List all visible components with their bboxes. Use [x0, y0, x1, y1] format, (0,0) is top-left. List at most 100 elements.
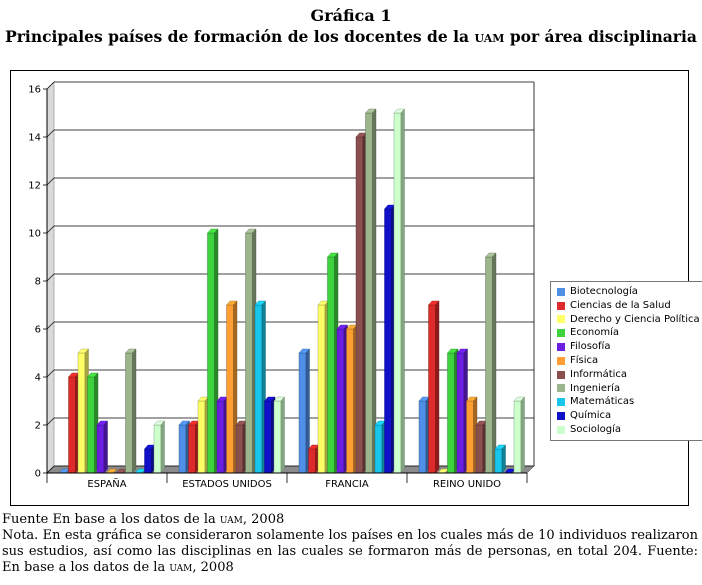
legend-item-8: Matemáticas [557, 395, 700, 409]
source-abbr: uam [219, 512, 243, 527]
note-abbr: uam [169, 560, 193, 575]
bar-side [280, 396, 285, 474]
bar-side [160, 420, 165, 474]
y-tick-label-16: 16 [28, 85, 41, 96]
source-pre: Fuente En base a los datos de la [2, 512, 220, 527]
legend-item-3: Economía [557, 326, 700, 340]
bar-1-1 [188, 420, 200, 474]
legend-label: Ingeniería [570, 382, 621, 394]
bar-side [400, 108, 405, 474]
bar-3-7 [485, 252, 497, 474]
bar-front [273, 400, 282, 474]
legend-label: Física [570, 354, 599, 366]
legend-label: Matemáticas [570, 396, 635, 408]
legend-item-5: Física [557, 354, 700, 368]
bar-2-1 [308, 444, 320, 474]
bar-1-4 [216, 396, 228, 474]
bar-side [435, 300, 440, 474]
legend-item-9: Química [557, 409, 700, 423]
legend-swatch [557, 425, 565, 434]
y-tick-label-14: 14 [28, 133, 41, 144]
legend-item-0: Biotecnología [557, 285, 700, 299]
y-tick-label-10: 10 [28, 229, 41, 240]
bar-3-6 [475, 420, 487, 474]
bar-2-2 [317, 300, 329, 474]
bar-2-9 [384, 204, 396, 474]
gridline-diag-12 [46, 177, 55, 186]
bar-front [207, 232, 215, 474]
gridline-diag-8 [46, 273, 55, 282]
bar-3-5 [466, 396, 478, 474]
chart-legend: Biotecnología Ciencias de la Salud Derecho… [550, 281, 702, 441]
figure-label: Gráfica 1 [310, 6, 392, 25]
legend-swatch [557, 356, 565, 365]
bar-front [447, 352, 455, 474]
legend-label: Sociología [570, 423, 622, 435]
bar-front [226, 304, 234, 474]
bar-1-3 [207, 228, 219, 474]
bar-front [87, 376, 95, 474]
bar-0-2 [77, 348, 89, 474]
legend-item-4: Filosofía [557, 340, 700, 354]
legend-item-7: Ingeniería [557, 382, 700, 396]
bar-0-1 [68, 372, 80, 474]
bar-front [317, 304, 326, 474]
legend-item-2: Derecho y Ciencia Política [557, 313, 700, 327]
y-tick-label-8: 8 [35, 277, 41, 288]
bar-2-10 [393, 108, 405, 474]
bar-front [125, 352, 133, 474]
bar-1-5 [226, 300, 238, 474]
gridline-diag-6 [46, 321, 55, 330]
bar-2-3 [327, 252, 339, 474]
y-tick-label-6: 6 [35, 325, 41, 336]
chart-title: Principales países de formación de los d… [0, 27, 702, 46]
legend-item-10: Sociología [557, 423, 700, 437]
bar-0-7 [125, 348, 137, 474]
bar-front [235, 424, 244, 474]
bar-front [355, 136, 364, 474]
bar-3-3 [447, 348, 459, 474]
bar-side [501, 444, 506, 474]
bar-2-0 [298, 348, 310, 474]
bar-2-5 [346, 324, 358, 474]
gridline-diag-14 [46, 129, 55, 138]
legend-swatch [557, 301, 565, 310]
bar-2-4 [336, 324, 348, 474]
bar-3-10 [513, 396, 525, 474]
bar-side [492, 252, 497, 474]
x-tick-label-2: FRANCIA [325, 479, 369, 490]
bar-0-9 [144, 444, 156, 474]
bar-front [384, 208, 392, 474]
y-tick-label-4: 4 [35, 373, 41, 384]
bar-3-1 [428, 300, 440, 474]
gridline-diag-0 [46, 465, 55, 474]
legend-swatch [557, 370, 565, 379]
x-tick-label-3: REINO UNIDO [433, 479, 501, 490]
bar-3-0 [418, 396, 430, 474]
gridline-diag-10 [46, 225, 55, 234]
legend-swatch [557, 315, 565, 324]
bar-side [372, 108, 377, 474]
bar-side [113, 468, 118, 474]
bar-chart: 0 2 4 6 8 10 12 14 16 ESPAÑA ESTADOS UNIDOS FRANCIA… [28, 81, 535, 490]
chart-title-pre: Principales países de formación de los d… [5, 27, 475, 46]
legend-swatch [557, 384, 565, 393]
bar-front [178, 424, 187, 474]
x-tick-label-0: ESPAÑA [87, 477, 126, 490]
legend-swatch [557, 287, 565, 296]
bar-front [475, 424, 484, 474]
legend-label: Química [570, 410, 612, 422]
bar-side [132, 348, 137, 474]
chart-frame: 0 2 4 6 8 10 12 14 16 ESPAÑA ESTADOS UNIDOS FRANCIA… [10, 70, 702, 506]
bar-front [188, 424, 196, 474]
bar-front [153, 424, 162, 474]
source-post: , 2008 [242, 512, 285, 527]
bar-front [494, 448, 503, 474]
bar-front [245, 232, 253, 474]
legend-label: Biotecnología [570, 286, 638, 297]
legend-label: Ciencias de la Salud [570, 299, 671, 311]
bar-2-6 [355, 132, 367, 474]
bar-front [428, 304, 436, 474]
bar-1-10 [273, 396, 285, 474]
legend-swatch [557, 343, 565, 352]
